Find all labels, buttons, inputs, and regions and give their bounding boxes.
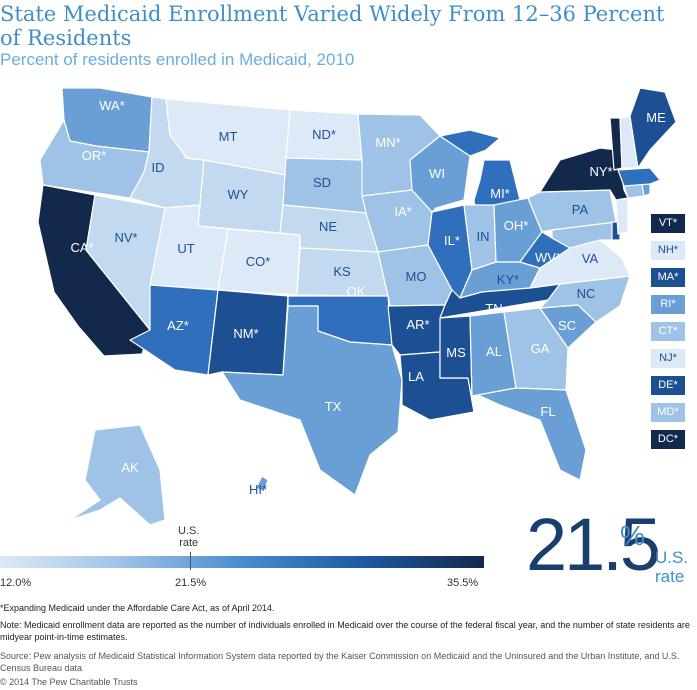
state-label-mo: MO: [406, 269, 427, 284]
copyright: © 2014 The Pew Charitable Trusts: [0, 677, 138, 687]
scale-us-marker-label: U.S. rate: [178, 525, 200, 549]
state-label-id: ID: [152, 160, 165, 175]
source: Source: Pew analysis of Medicaid Statist…: [0, 651, 680, 673]
state-label-nc: NC: [577, 286, 596, 301]
state-label-ms: MS: [446, 345, 466, 360]
small-state-ri[interactable]: RI*: [651, 295, 685, 314]
state-label-ak: AK: [121, 460, 139, 475]
state-wv[interactable]: [519, 231, 571, 269]
state-nj[interactable]: [615, 197, 629, 235]
chart-title: State Medicaid Enrollment Varied Widely …: [0, 2, 690, 50]
state-label-al: AL: [486, 344, 502, 359]
color-scale-bar: [0, 556, 484, 568]
small-state-label: MD*: [657, 406, 679, 418]
small-state-dc[interactable]: DC*: [651, 430, 685, 449]
state-mi-upper[interactable]: [439, 129, 501, 157]
small-state-label: CT*: [658, 325, 678, 337]
small-state-nh[interactable]: NH*: [651, 241, 685, 260]
small-state-ma[interactable]: MA*: [651, 268, 685, 287]
small-state-label: DC*: [657, 433, 679, 445]
state-label-la: LA: [408, 369, 424, 384]
state-label-wv: WV*: [535, 250, 561, 265]
small-state-label: NH*: [657, 244, 679, 256]
state-label-ia: IA*: [394, 204, 411, 219]
small-state-md[interactable]: MD*: [651, 403, 685, 422]
us-rate-value: 21.5: [526, 503, 661, 586]
state-label-mn: MN*: [375, 135, 400, 150]
state-label-az: AZ*: [167, 318, 189, 333]
state-label-sc: SC: [558, 318, 576, 333]
chart-subtitle: Percent of residents enrolled in Medicai…: [0, 50, 355, 69]
state-label-nv: NV*: [114, 230, 137, 245]
small-state-label: RI*: [660, 298, 676, 310]
state-fl[interactable]: [477, 387, 587, 481]
footnote: *Expanding Medicaid under the Affordable…: [0, 603, 275, 613]
state-label-ca: CA*: [70, 240, 93, 255]
state-label-in: IN: [477, 229, 490, 244]
state-label-co: CO*: [246, 254, 271, 269]
small-state-label: DE*: [658, 379, 678, 391]
state-ak[interactable]: [69, 424, 166, 526]
scale-max: 35.5%: [447, 577, 479, 589]
state-ma[interactable]: [617, 167, 661, 187]
us-rate-percent: %: [620, 520, 645, 551]
state-label-nm: NM*: [233, 326, 258, 341]
state-label-ar: AR*: [406, 317, 429, 332]
state-label-mi: MI*: [490, 186, 510, 201]
state-label-oh: OH*: [504, 218, 529, 233]
small-state-vt[interactable]: VT*: [651, 214, 685, 233]
state-label-wi: WI: [429, 166, 445, 181]
state-label-sd: SD: [313, 175, 331, 190]
state-label-fl: FL: [540, 404, 555, 419]
state-tx[interactable]: [221, 305, 403, 496]
state-label-nd: ND*: [312, 127, 336, 142]
state-hi[interactable]: [255, 475, 269, 493]
state-ga[interactable]: [503, 307, 569, 391]
state-label-ok: OK: [347, 284, 366, 299]
us-rate-label: U.S. rate: [655, 548, 689, 586]
state-label-ga: GA: [531, 341, 550, 356]
small-state-ct[interactable]: CT*: [651, 322, 685, 341]
title-line-2: of Residents: [0, 26, 132, 50]
scale-min: 12.0%: [0, 577, 32, 589]
state-label-tx: TX: [325, 399, 342, 414]
state-label-wa: WA*: [99, 98, 125, 113]
state-me[interactable]: [629, 87, 677, 169]
scale-mid: 21.5%: [175, 577, 207, 589]
small-state-label: NJ*: [659, 352, 677, 364]
state-label-ut: UT: [177, 241, 194, 256]
state-label-or: OR*: [82, 148, 107, 163]
small-state-label: VT*: [658, 217, 678, 229]
state-label-hi: HI*: [249, 482, 267, 497]
state-label-va: VA: [582, 251, 599, 266]
state-ny[interactable]: [539, 147, 629, 201]
us-map: WA* OR* CA* NV* ID MT WY UT CO* AZ* NM* ND* SD NE KS OK…: [37, 87, 677, 526]
small-state-label: MA*: [657, 271, 679, 283]
scale-marker-line: [190, 552, 191, 570]
state-label-pa: PA: [572, 202, 589, 217]
note: Note: Medicaid enrollment data are repor…: [0, 620, 690, 642]
state-label-il: IL*: [444, 233, 460, 248]
state-label-mt: MT: [219, 129, 238, 144]
small-state-nj[interactable]: NJ*: [651, 349, 685, 368]
state-label-ny: NY*: [589, 164, 612, 179]
state-label-tn: TN: [485, 301, 502, 316]
state-label-wy: WY: [228, 187, 249, 202]
title-line-1: State Medicaid Enrollment Varied Widely …: [0, 2, 665, 26]
state-ri[interactable]: [641, 183, 651, 197]
small-state-de[interactable]: DE*: [651, 376, 685, 395]
state-label-me: ME: [646, 110, 666, 125]
state-label-ky: KY*: [497, 272, 519, 287]
state-label-ks: KS: [333, 264, 351, 279]
state-label-ne: NE: [319, 219, 337, 234]
